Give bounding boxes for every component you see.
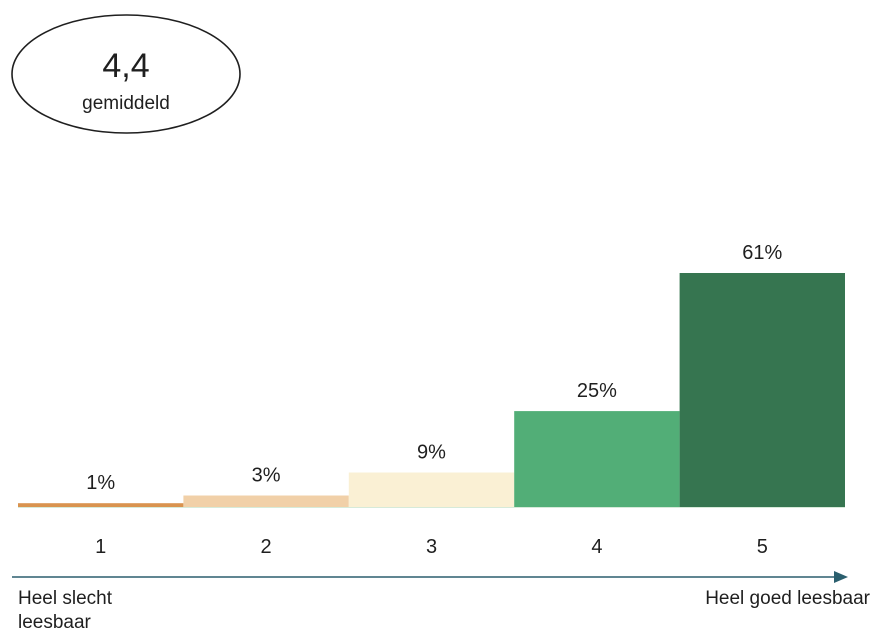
category-label-1: 1 — [95, 536, 106, 558]
bar-3 — [348, 472, 515, 507]
bars-group — [18, 273, 845, 508]
average-score-badge: 4,4 gemiddeld — [10, 13, 242, 135]
bar-1 — [18, 503, 184, 507]
data-label-3: 9% — [417, 442, 446, 464]
data-label-5: 61% — [742, 242, 782, 264]
average-value: 4,4 — [102, 47, 150, 85]
category-label-4: 4 — [591, 536, 602, 558]
category-label-3: 3 — [426, 536, 437, 558]
scale-left-label-line1: Heel slecht — [18, 588, 112, 609]
bar-2 — [183, 495, 349, 507]
category-label-2: 2 — [261, 536, 272, 558]
scale-left-label: Heel slecht leesbaar — [18, 587, 112, 635]
scale-arrowhead — [834, 571, 848, 583]
category-label-5: 5 — [757, 536, 768, 558]
scale-left-label-line2: leesbaar — [18, 612, 91, 633]
category-labels-group: 1 2 3 4 5 — [95, 536, 768, 558]
data-label-4: 25% — [577, 380, 617, 402]
bar-5 — [679, 273, 845, 507]
data-label-1: 1% — [86, 472, 115, 494]
badge-ellipse — [11, 14, 241, 134]
scale-right-label: Heel goed leesbaar — [705, 588, 870, 609]
average-label: gemiddeld — [82, 93, 170, 114]
data-labels-group: 1% 3% 9% 25% 61% — [86, 242, 782, 494]
bar-4 — [514, 411, 680, 507]
data-label-2: 3% — [252, 465, 281, 487]
